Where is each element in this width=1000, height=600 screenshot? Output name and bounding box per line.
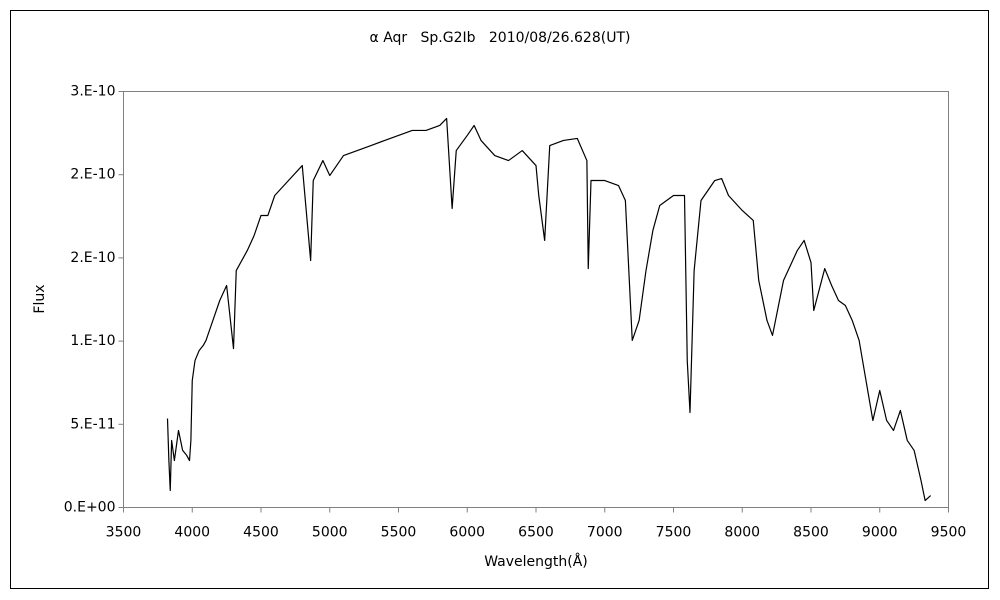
spectrum-line xyxy=(166,117,932,502)
x-tick-label: 6500 xyxy=(518,525,554,541)
y-tick-label: 1.E-10 xyxy=(70,333,115,349)
x-tick-label: 7000 xyxy=(587,525,623,541)
y-tick-label: 0.E+00 xyxy=(64,500,116,516)
x-tick-label: 5500 xyxy=(381,525,417,541)
y-tick-label: 2.E-10 xyxy=(70,167,115,183)
y-tick-label: 3.E-10 xyxy=(70,84,115,100)
x-tick-label: 4500 xyxy=(243,525,279,541)
y-tick-label: 5.E-11 xyxy=(70,416,115,432)
x-tick-label: 5000 xyxy=(312,525,348,541)
x-tick-label: 8000 xyxy=(724,525,760,541)
x-axis-label: Wavelength(Å) xyxy=(484,553,588,570)
x-tick-label: 3500 xyxy=(106,525,142,541)
y-axis-label: Flux xyxy=(32,284,48,313)
x-tick-label: 4000 xyxy=(174,525,210,541)
plot-area xyxy=(123,91,949,508)
chart-title: α Aqr Sp.G2Ib 2010/08/26.628(UT) xyxy=(370,30,631,46)
x-tick-label: 7500 xyxy=(656,525,692,541)
x-tick-label: 8500 xyxy=(793,525,829,541)
y-tick-label: 2.E-10 xyxy=(70,250,115,266)
x-tick-label: 9500 xyxy=(931,525,967,541)
x-tick-label: 6000 xyxy=(449,525,485,541)
x-tick-label: 9000 xyxy=(862,525,898,541)
